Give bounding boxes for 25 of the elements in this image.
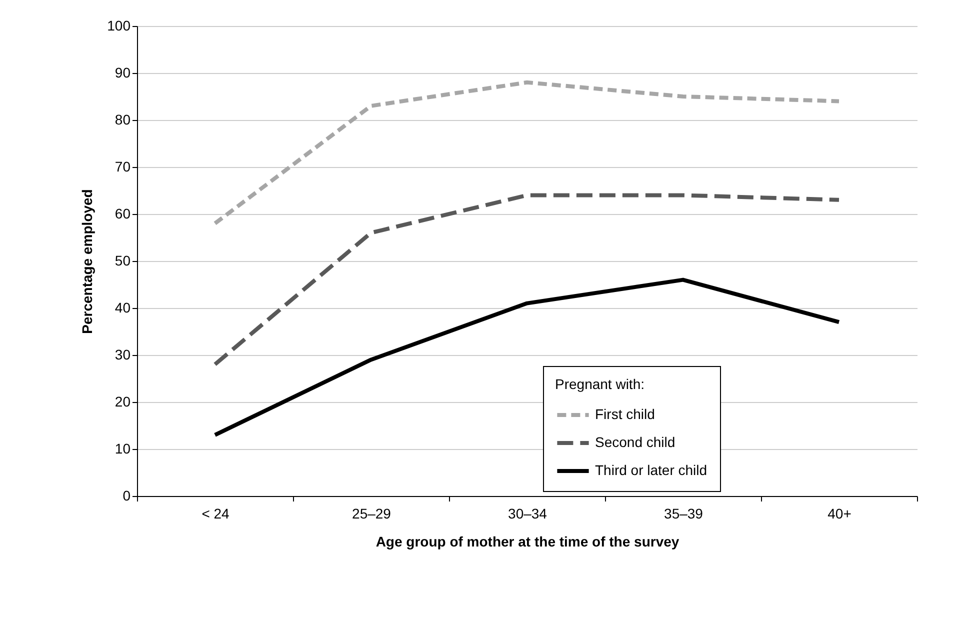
legend-label: Second child	[595, 434, 676, 450]
y-tick-label: 60	[114, 206, 131, 222]
line-series	[213, 278, 841, 437]
x-tick-label: 30–34	[508, 506, 548, 522]
y-axis-title: Percentage employed	[79, 189, 96, 334]
legend-label: First child	[595, 406, 655, 422]
y-tick-label: 10	[114, 440, 131, 456]
y-tick-label: 30	[114, 346, 131, 362]
line-series	[213, 193, 841, 366]
x-tick-label: 40+	[828, 506, 852, 522]
y-tick-label: 70	[114, 158, 131, 174]
y-tick-label: 90	[114, 64, 131, 80]
y-tick-label: 0	[122, 488, 131, 504]
legend-label: Third or later child	[595, 462, 708, 478]
legend-title: Pregnant with:	[555, 376, 644, 392]
y-tick-label: 80	[114, 112, 131, 128]
x-tick-label: 25–29	[352, 506, 392, 522]
y-tick-label: 50	[114, 252, 131, 268]
y-tick-label: 40	[114, 300, 131, 316]
line-series	[213, 80, 841, 226]
y-tick-label: 20	[114, 394, 131, 410]
x-tick-label: 35–39	[664, 506, 704, 522]
y-tick-label: 100	[107, 18, 131, 34]
x-tick-label: < 24	[202, 506, 230, 522]
x-axis-title: Age group of mother at the time of the survey	[376, 534, 680, 550]
